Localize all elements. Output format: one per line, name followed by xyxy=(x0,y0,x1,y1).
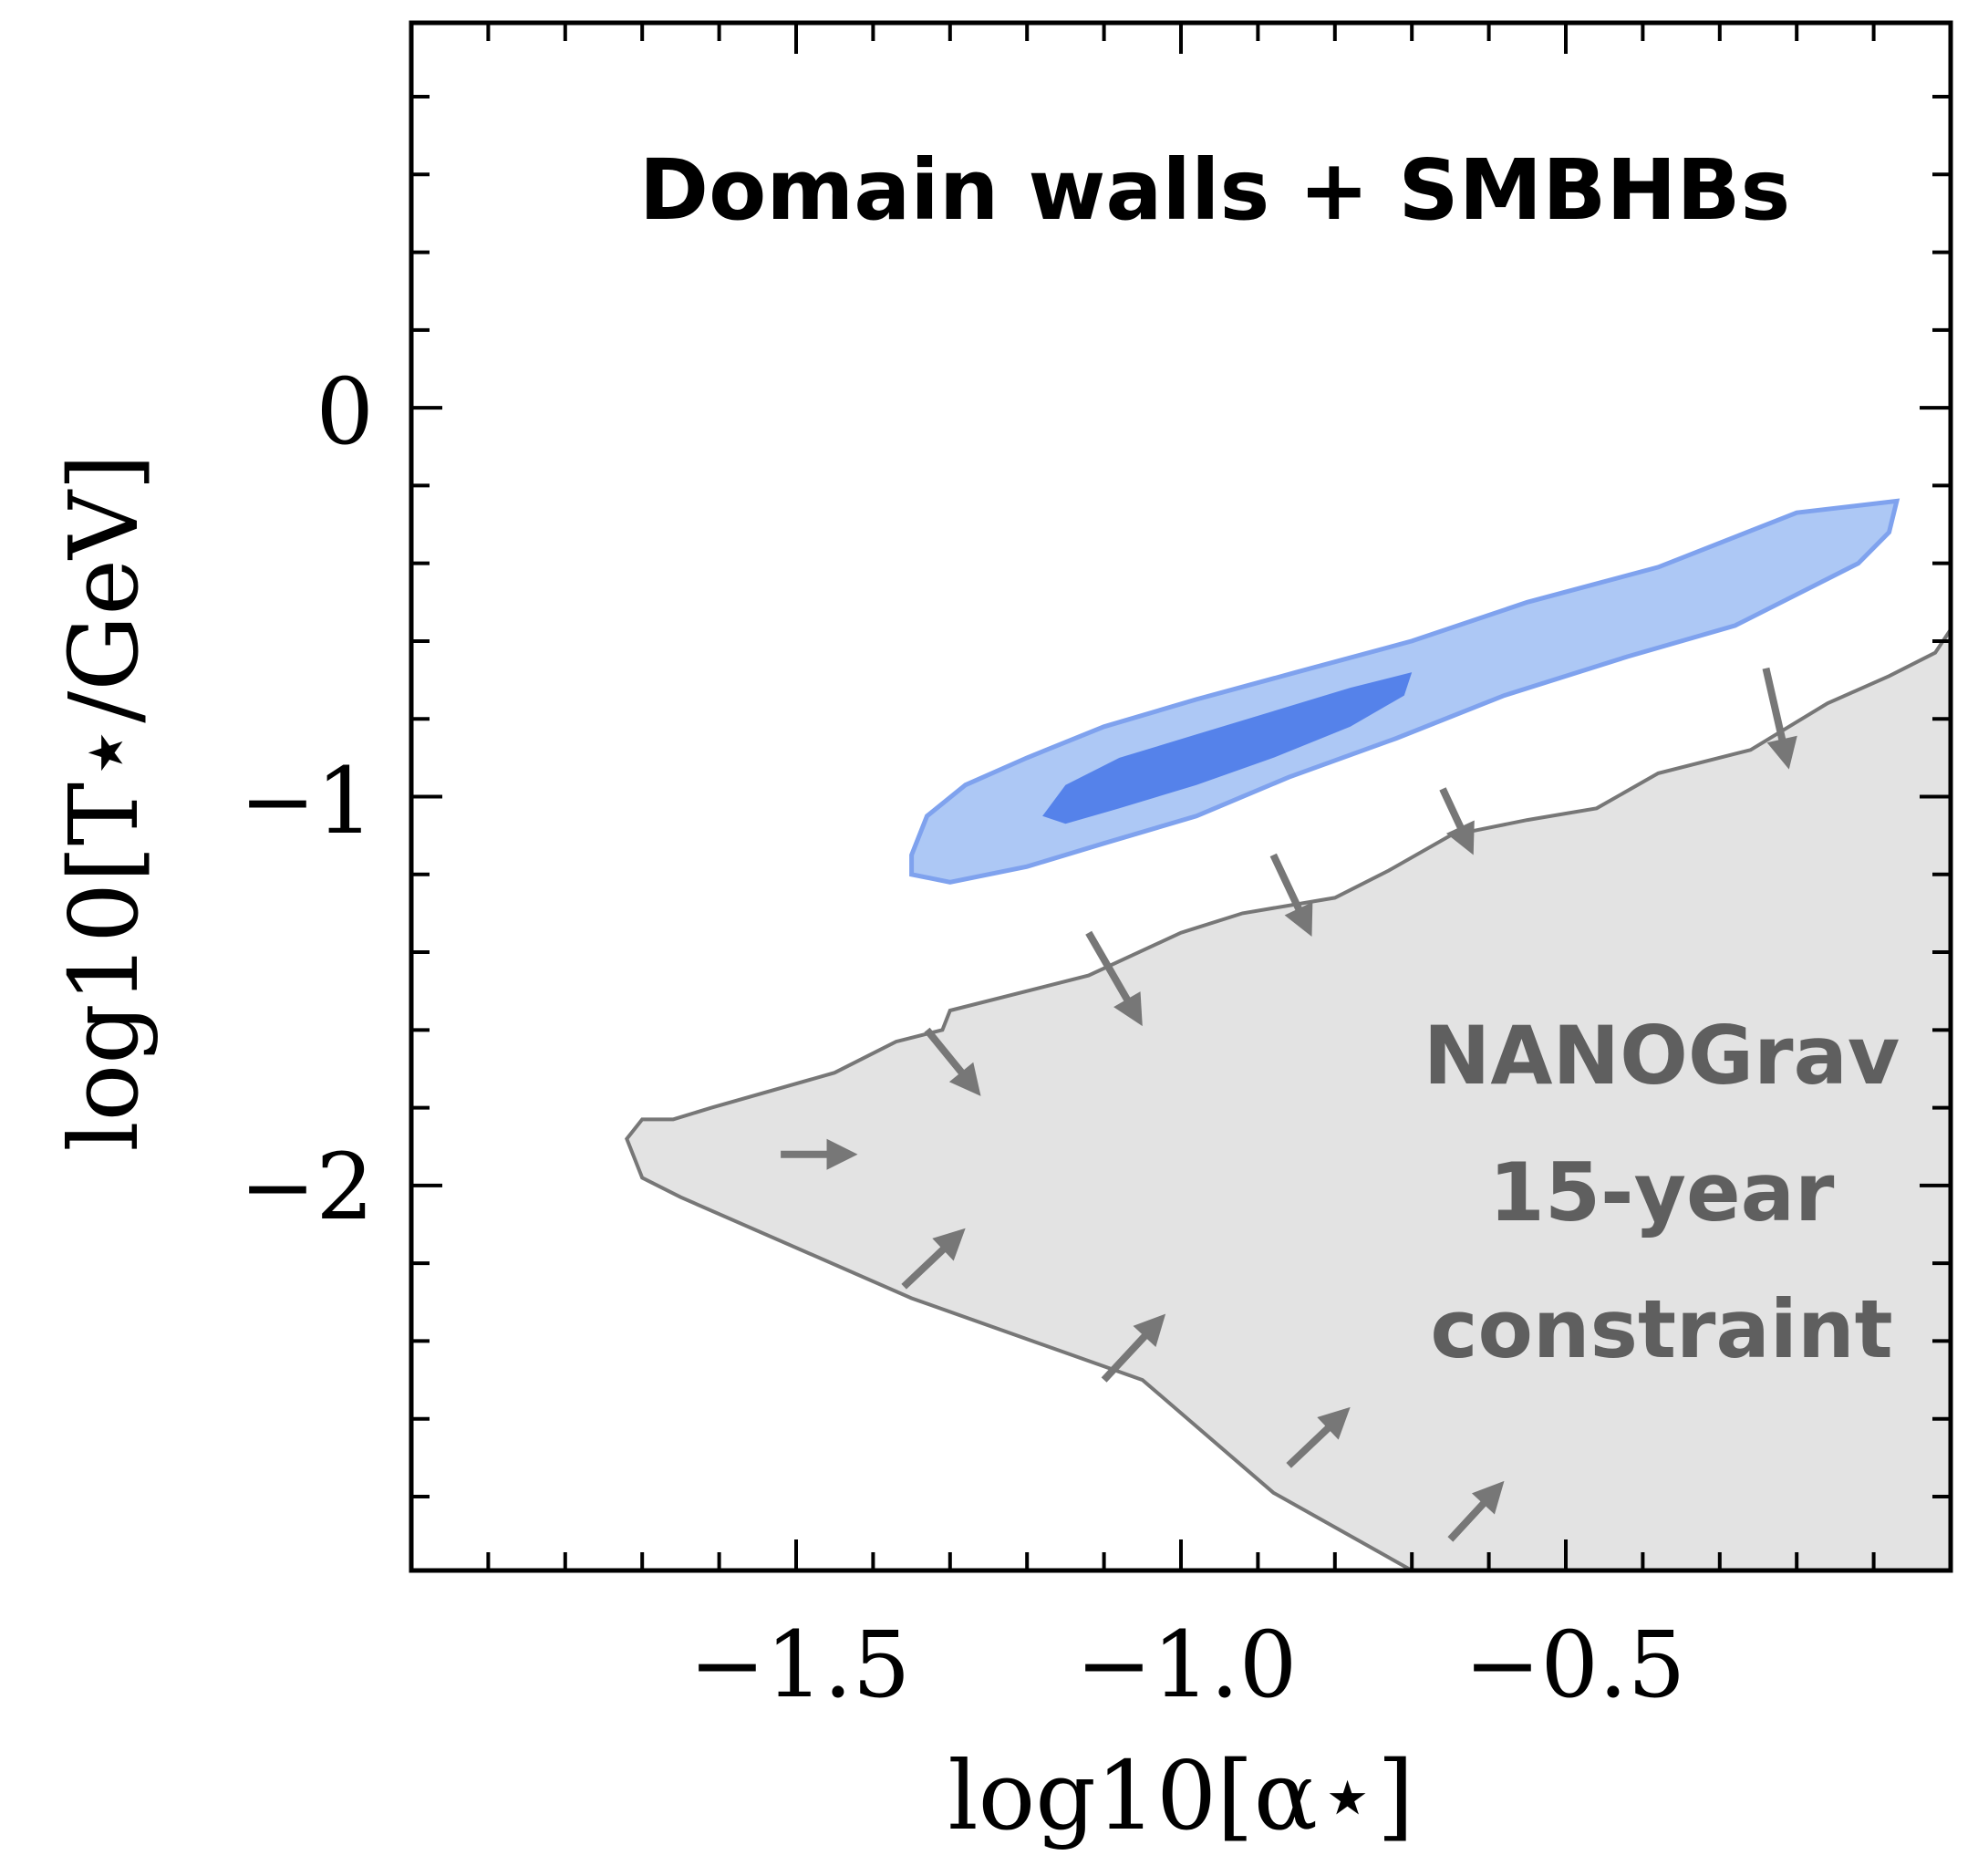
constraint-arrow xyxy=(1439,787,1475,855)
constraint-arrow xyxy=(781,1138,858,1170)
constraint-label-line2: 15-year xyxy=(1489,1145,1835,1239)
constraint-arrow xyxy=(1101,1313,1166,1383)
x-tick-label: −1.5 xyxy=(689,1612,911,1718)
constraint-arrow xyxy=(901,1228,966,1290)
posterior-inner-contour xyxy=(1042,672,1413,824)
y-axis-label: log10[T⋆/GeV] xyxy=(48,453,160,1151)
constraint-arrow xyxy=(1762,667,1797,770)
constraint-arrows xyxy=(781,667,1797,1542)
constraint-annotation: NANOGrav 15-year constraint xyxy=(1424,1009,1900,1376)
y-tick-label: 0 xyxy=(316,358,374,465)
chart-title: Domain walls + SMBHBs xyxy=(639,141,1790,239)
constraint-arrow xyxy=(924,1027,981,1096)
plot-frame xyxy=(409,20,1953,1573)
constraint-arrow xyxy=(1447,1480,1505,1542)
constraint-label-line1: NANOGrav xyxy=(1424,1009,1900,1103)
constraint-arrow xyxy=(1085,930,1143,1027)
constraint-region xyxy=(625,626,1951,1570)
constraint-arrow xyxy=(1269,853,1313,937)
x-tick-label: −1.0 xyxy=(1076,1612,1298,1718)
x-tick-label: −0.5 xyxy=(1465,1612,1686,1718)
constraint-arrow xyxy=(1286,1406,1351,1468)
y-tick-label: −2 xyxy=(240,1134,374,1240)
axis-ticks xyxy=(411,23,1951,1570)
constraint-label-line3: constraint xyxy=(1430,1282,1892,1376)
y-tick-label: −1 xyxy=(240,748,374,855)
x-axis-label: log10[α⋆] xyxy=(948,1740,1414,1851)
plot-area xyxy=(625,498,1951,1570)
